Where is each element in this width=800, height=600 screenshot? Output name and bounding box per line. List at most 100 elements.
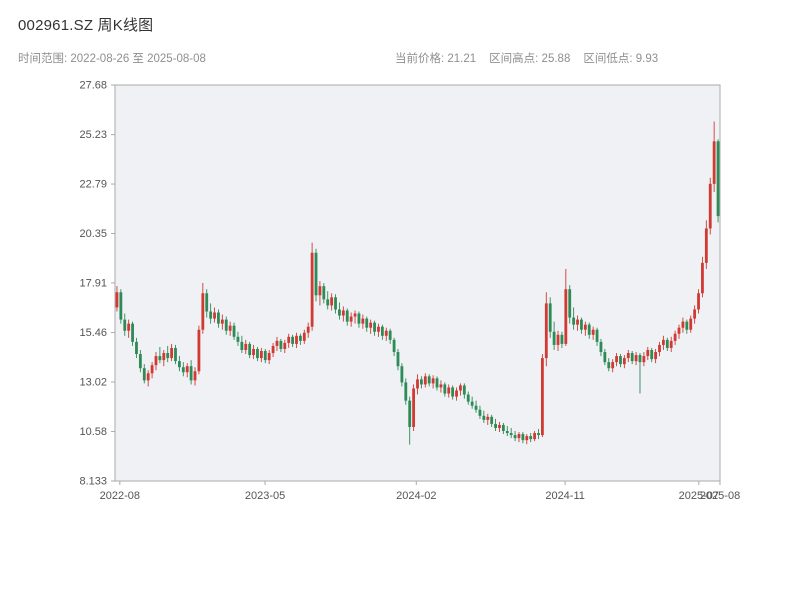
candle-body bbox=[642, 356, 646, 363]
candle-body bbox=[447, 387, 451, 394]
candle-body bbox=[626, 353, 630, 359]
y-tick-label: 20.35 bbox=[79, 228, 107, 240]
candle-body bbox=[634, 355, 638, 362]
candle-body bbox=[474, 405, 478, 410]
candle-body bbox=[599, 341, 603, 353]
candle-body bbox=[369, 322, 373, 328]
candle-body bbox=[505, 431, 509, 434]
candle-body bbox=[712, 141, 716, 184]
candle-body bbox=[189, 366, 193, 381]
y-tick-label: 22.79 bbox=[79, 179, 107, 191]
candle-body bbox=[669, 340, 673, 348]
candle-body bbox=[209, 311, 213, 319]
candle-body bbox=[408, 400, 412, 427]
candle-body bbox=[451, 387, 455, 397]
candle-body bbox=[185, 366, 189, 373]
candle-body bbox=[685, 321, 689, 330]
candle-body bbox=[486, 416, 490, 420]
candle-body bbox=[135, 341, 138, 355]
time-range-label: 时间范围: 2022-08-26 至 2025-08-08 bbox=[18, 53, 206, 65]
candle-body bbox=[170, 347, 174, 359]
candle-body bbox=[622, 358, 626, 365]
candle-body bbox=[701, 262, 704, 294]
candle-body bbox=[564, 289, 568, 344]
candle-body bbox=[404, 382, 408, 401]
candle-body bbox=[529, 436, 533, 440]
candle-body bbox=[525, 436, 529, 441]
range-high-label: 区间高点: 25.88 bbox=[489, 53, 571, 65]
candle-body bbox=[377, 326, 380, 332]
candle-body bbox=[119, 292, 123, 320]
x-tick-label: 2023-05 bbox=[245, 490, 285, 502]
candle-body bbox=[704, 228, 708, 263]
candle-body bbox=[580, 319, 583, 330]
candle-body bbox=[661, 339, 665, 345]
candle-body bbox=[388, 330, 392, 340]
candle-body bbox=[318, 286, 322, 296]
candle-body bbox=[548, 303, 552, 332]
candle-body bbox=[419, 379, 423, 385]
candle-body bbox=[302, 332, 306, 341]
candle-body bbox=[138, 354, 142, 369]
candle-body bbox=[150, 365, 154, 374]
candle-body bbox=[306, 326, 310, 333]
candle-body bbox=[611, 362, 615, 369]
candle-body bbox=[131, 323, 134, 342]
page-title: 002961.SZ 周K线图 bbox=[18, 17, 154, 34]
candle-body bbox=[256, 348, 259, 359]
candle-body bbox=[459, 385, 462, 391]
y-tick-label: 27.68 bbox=[79, 80, 107, 92]
candle-body bbox=[498, 424, 501, 428]
candle-body bbox=[384, 330, 388, 336]
plot-area bbox=[115, 85, 720, 481]
x-tick-label: 2024-11 bbox=[545, 490, 585, 502]
candle-body bbox=[427, 376, 431, 384]
candle-body bbox=[115, 292, 119, 308]
candle-body bbox=[568, 289, 572, 318]
candle-body bbox=[607, 362, 611, 369]
candle-body bbox=[462, 385, 466, 395]
candle-body bbox=[591, 329, 595, 335]
candle-body bbox=[521, 434, 525, 441]
plot-border bbox=[114, 84, 721, 482]
candle-body bbox=[181, 367, 185, 373]
candle-body bbox=[334, 297, 337, 310]
x-tick-label: 2022-08 bbox=[100, 490, 140, 502]
candle-body bbox=[716, 141, 720, 217]
y-tick-label: 8.133 bbox=[79, 476, 107, 488]
candle-body bbox=[193, 371, 197, 381]
candle-body bbox=[560, 334, 564, 344]
y-tick-label: 10.58 bbox=[79, 426, 107, 438]
x-tick-label: 2025-08 bbox=[700, 490, 740, 502]
candle-body bbox=[228, 325, 232, 331]
candle-body bbox=[236, 336, 240, 342]
candle-body bbox=[509, 433, 513, 436]
candle-body bbox=[217, 312, 220, 324]
candle-body bbox=[552, 331, 556, 345]
candle-body bbox=[224, 319, 228, 331]
candle-body bbox=[252, 348, 255, 356]
candle-body bbox=[412, 388, 416, 427]
candle-body bbox=[287, 336, 291, 343]
candle-body bbox=[357, 313, 361, 324]
candle-body bbox=[177, 361, 181, 368]
candle-body bbox=[380, 326, 384, 336]
candle-body bbox=[279, 340, 283, 349]
candle-body bbox=[232, 325, 236, 337]
candle-body bbox=[244, 343, 248, 350]
subheader: 时间范围: 2022-08-26 至 2025-08-08 当前价格: 21.2… bbox=[0, 50, 800, 66]
candle-body bbox=[466, 394, 470, 402]
y-tick-label: 17.91 bbox=[79, 277, 107, 289]
candle-body bbox=[665, 339, 669, 348]
candle-body bbox=[291, 336, 295, 344]
candle-body bbox=[271, 345, 275, 354]
candle-body bbox=[583, 324, 587, 330]
candle-body bbox=[205, 293, 209, 312]
candle-body bbox=[240, 341, 244, 350]
candle-body bbox=[603, 352, 607, 363]
candle-body bbox=[455, 390, 458, 397]
candle-body bbox=[708, 183, 712, 229]
candle-body bbox=[537, 433, 540, 436]
candle-body bbox=[572, 317, 576, 325]
